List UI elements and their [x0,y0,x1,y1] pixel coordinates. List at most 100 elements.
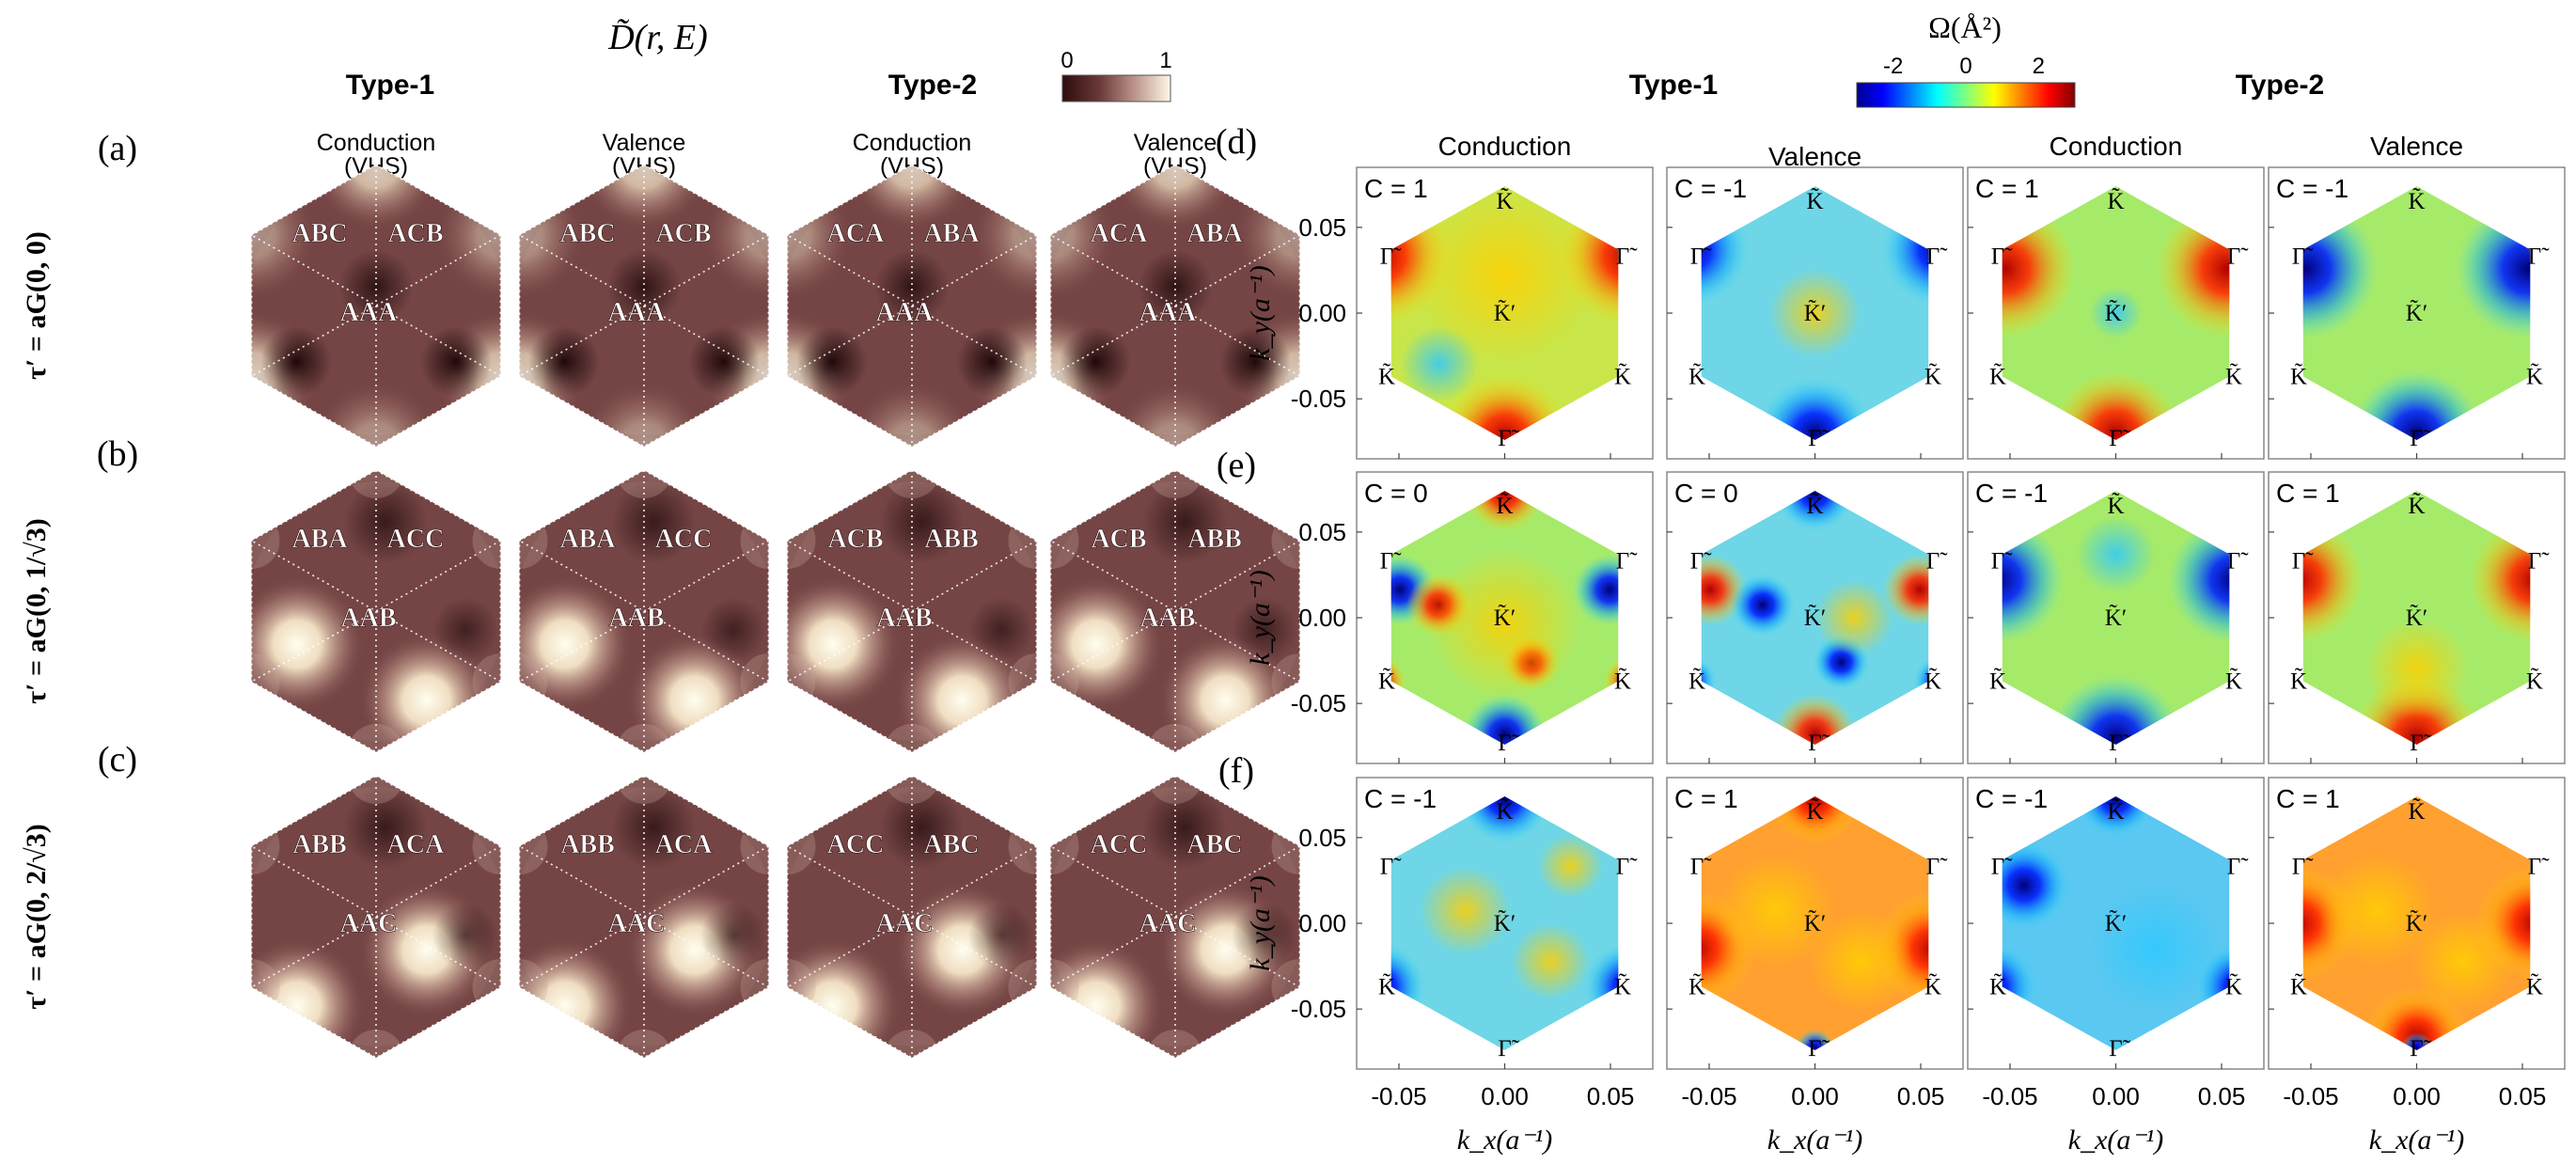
ldos-dark-spot [879,480,964,564]
ldos-hex-boundary [786,775,1038,1059]
k-point-label: K̃′ [2406,605,2428,631]
omega-col-header-2: Valence [1768,142,1861,171]
k-point-label: K̃′ [2105,605,2128,631]
ldos-title: D̃(r, E) [607,18,708,57]
stacking-label-right: ABC [923,830,979,859]
k-point-label: K̃ [2408,188,2425,214]
stacking-label-center: AAC [340,909,398,938]
stacking-label-center: AAC [876,909,934,938]
stacking-label-center: AAB [608,604,664,633]
k-point-label: K̃ [1806,798,1823,825]
ldos-dark-spot [1142,480,1227,564]
k-point-label: K̃′ [2105,300,2128,326]
stacking-label-right: ACA [387,830,445,859]
stacking-label-center: AAC [1139,909,1197,938]
omega-blob [1458,796,1551,843]
ldos-colorbar-max: 1 [1159,48,1171,73]
ldos-hex-boundary [1049,469,1301,753]
ldos-dark-spot [879,785,964,870]
type2-header-right: Type-2 [2236,70,2324,101]
ldos-hex-boundary [786,164,1038,448]
omega-colorbar [1856,82,2076,108]
ldos-colorbar-min: 0 [1060,48,1073,73]
k-point-label: K̃ [1614,669,1631,695]
omega-blob [1729,573,1796,637]
stacking-label-right: ACA [655,830,713,859]
k-point-label: K̃ [2290,364,2307,390]
omega-colorbar-tick: 0 [1959,54,1971,79]
ldos-bright-spot [1050,576,1164,713]
ldos-bright-spot [310,165,442,231]
y-tick-label: 0.05 [1298,824,1346,852]
chern-number-label: C = -1 [1364,784,1437,813]
ldos-maps: D̃(r, E)Type-1Type-201Conduction(VHS)Val… [21,18,1301,1059]
k-point-label: K̃ [1378,974,1395,1000]
k-point-label: K̃ [2526,364,2543,390]
omega-map-row2-col2: C = 0 K̃K̃′Γ̃Γ̃ Γ̃K̃ K̃ [1666,471,1964,764]
chern-number-label: C = -1 [1975,479,2048,508]
chern-number-label: C = -1 [2276,174,2348,203]
stacking-label-left: ACB [1091,525,1146,554]
ldos-map-row3-col1: ABB ACA AAC [250,775,502,1059]
omega-blob [2302,198,2378,338]
k-point-label: K̃ [1689,364,1705,390]
omega-map-row3-col3: C = -1 K̃K̃′Γ̃Γ̃ Γ̃K̃ K̃ [1967,777,2265,1070]
y-tick-label: 0.00 [1298,909,1346,937]
k-point-label: K̃ [2408,493,2425,519]
omega-colorbar-tick: 2 [2033,54,2045,79]
k-point-label: K̃ [1989,364,2006,390]
stacking-label-left: ACC [1091,830,1148,859]
k-point-label: K̃ [2225,364,2242,390]
kx-axis-label: k_x(a⁻¹) [2068,1125,2163,1156]
ldos-bright-spot [1050,937,1164,1058]
k-point-label: K̃ [1689,669,1705,695]
ldos-map-row3-col2: ABB ACA AAC [518,775,770,1059]
ldos-col-header-2: Valence [603,130,686,156]
omega-blob [2317,853,2437,968]
ldos-dark-spot [432,597,498,663]
omega-blob [2002,198,2077,338]
chern-number-label: C = 1 [2276,479,2340,508]
omega-blob [1511,923,1591,999]
k-point-label: K̃ [1689,974,1705,1000]
y-tick-label: 0.00 [1298,604,1346,632]
ldos-bright-spot [787,937,901,1058]
kx-axis-label: k_x(a⁻¹) [2369,1125,2464,1156]
ldos-dark-spot [700,903,766,968]
k-point-label: K̃ [1924,974,1941,1000]
stacking-label-center: AAA [876,298,934,327]
berry-curvature-maps: Type-1 Type-2 Ω(Å²) -2 0 2 Conduction Valence Co… [1216,10,2566,1156]
stacking-label-center: AAC [608,909,666,938]
omega-blob [1795,1029,1835,1050]
x-tick-label: 0.05 [2198,1082,2246,1110]
omega-blob [1573,554,1619,626]
ldos-dark-spot [528,326,600,398]
type2-header-left: Type-2 [888,70,977,101]
y-tick-label: 0.05 [1298,213,1346,242]
stacking-label-left: ABB [292,830,347,859]
k-point-label: K̃ [1496,188,1513,214]
ldos-dark-spot [1060,326,1131,398]
ldos-dark-spot [688,326,760,398]
omega-blob [1425,547,1584,700]
omega-blob [2364,618,2470,719]
y-tick-label: -0.05 [1291,385,1346,413]
ldos-map-row2-col1: ABA ACC AAB [250,469,502,753]
stacking-label-right: ABC [1186,830,1242,859]
omega-blob [1465,491,1545,532]
ldos-map-row3-col4: ACC ABC AAC [1049,775,1301,1059]
omega-blob [2410,910,2516,1013]
stacking-label-left: ACC [827,830,885,859]
ky-axis-label: k_y(a⁻¹) [1245,875,1276,970]
k-point-label: K̃′ [1804,605,1827,631]
k-point-label: K̃ [1806,188,1823,214]
k-point-label: K̃′ [2406,910,2428,936]
ldos-dark-spot [343,785,428,870]
k-point-label: K̃ [2526,669,2543,695]
omega-colorbar-title: Ω(Å²) [1928,10,2002,44]
omega-blob [2302,516,2364,643]
stacking-label-right: ABB [1187,525,1242,554]
omega-blob [1399,325,1479,402]
ldos-dark-spot [338,249,414,324]
